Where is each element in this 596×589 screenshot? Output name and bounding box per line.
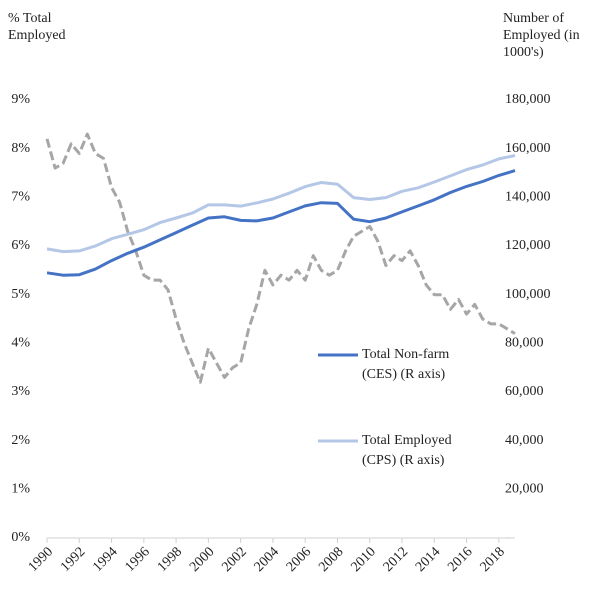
x-tick-label: 1998 [155, 544, 185, 574]
line-series [46, 154, 516, 254]
x-tick-label: 2018 [478, 544, 508, 574]
y-tick-label: 2% [11, 433, 30, 448]
x-tick-label: 2016 [445, 544, 475, 574]
y2-tick-label: 40,000 [505, 433, 544, 448]
x-tick-label: 2006 [284, 544, 314, 574]
y2-axis-title: Number of Employed (in 1000's) [503, 11, 580, 60]
x-tick-label: 2010 [348, 544, 378, 574]
x-tick-label: 2002 [219, 544, 249, 574]
line-series [46, 169, 516, 277]
y-tick-label: 4% [11, 336, 30, 351]
legend-label: Total Non-farm (CES) (R axis) [362, 347, 450, 382]
y2-tick-label: 100,000 [505, 287, 551, 302]
x-tick-label: 1992 [58, 544, 88, 574]
y-tick-label: 6% [11, 238, 30, 253]
y-tick-label: 0% [11, 530, 30, 545]
y-tick-label: 7% [11, 190, 30, 205]
legend-label: Total Employed (CPS) (R axis) [362, 433, 452, 468]
x-tick-label: 2008 [316, 544, 346, 574]
y-tick-label: 1% [11, 482, 30, 497]
y2-tick-label: 160,000 [505, 141, 551, 156]
y2-tick-label: 120,000 [505, 238, 551, 253]
y-tick-label: 8% [11, 141, 30, 156]
y-tick-label: 5% [11, 287, 30, 302]
y2-tick-label: 140,000 [505, 190, 551, 205]
y-tick-label: 3% [11, 384, 30, 399]
x-tick-label: 2014 [413, 544, 443, 574]
y2-tick-label: 60,000 [505, 384, 544, 399]
y2-tick-label: 180,000 [505, 92, 551, 107]
x-tick-label: 1996 [123, 544, 153, 574]
x-tick-label: 1994 [90, 544, 120, 574]
y-axis-title: % Total Employed [8, 11, 66, 43]
y2-tick-label: 80,000 [505, 336, 544, 351]
x-tick-label: 2012 [381, 544, 411, 574]
x-tick-label: 1990 [26, 544, 56, 574]
y-tick-label: 9% [11, 92, 30, 107]
line-series [45, 132, 516, 384]
y2-tick-label: 20,000 [505, 482, 544, 497]
x-tick-label: 2000 [187, 544, 217, 574]
x-tick-label: 2004 [252, 544, 282, 574]
